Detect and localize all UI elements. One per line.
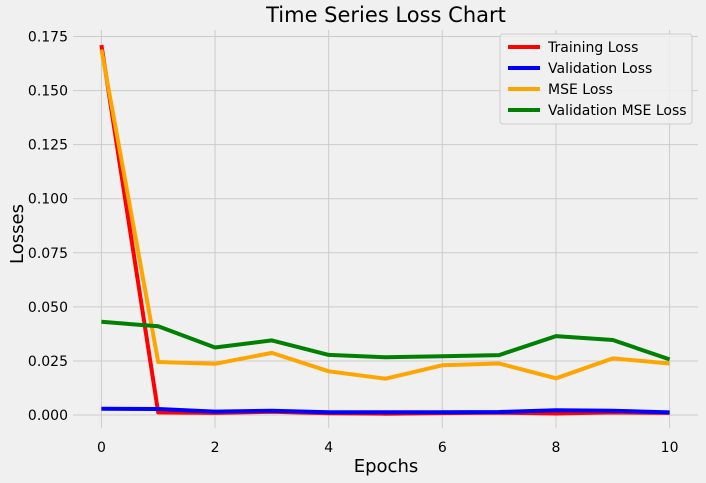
legend: Training Loss Validation Loss MSE Loss Vali… (499, 33, 693, 125)
series-line-3 (99, 49, 670, 381)
series-line-4 (101, 319, 671, 362)
y-tick-label: 0.125 (28, 138, 68, 154)
legend-entry: MSE Loss (548, 82, 613, 98)
y-tick-label: 0.100 (28, 192, 68, 208)
legend-entry: Validation MSE Loss (548, 103, 687, 119)
legend-entry: Validation Loss (548, 61, 652, 77)
chart-title: Time Series Loss Chart (265, 3, 506, 27)
x-tick-label: 10 (661, 440, 679, 456)
x-tick-label: 8 (551, 440, 560, 456)
x-axis-label: Epochs (354, 456, 419, 477)
y-tick-label: 0.150 (28, 84, 68, 100)
series-line-2 (101, 406, 670, 415)
x-tick-label: 6 (438, 440, 447, 456)
y-tick-label: 0.175 (28, 29, 68, 45)
y-tick-label: 0.000 (28, 408, 68, 424)
legend-entry: Training Loss (547, 40, 638, 56)
x-tick-label: 0 (97, 440, 106, 456)
series-lines (99, 44, 671, 416)
tick-labels: 0 2 4 6 8 10 0.000 0.025 0.050 0.075 0.100 0.125 0.1… (28, 29, 679, 456)
y-axis-label: Losses (7, 204, 28, 264)
y-tick-label: 0.050 (28, 300, 68, 316)
x-tick-label: 4 (324, 440, 333, 456)
y-tick-label: 0.075 (28, 246, 68, 262)
legend-box (499, 33, 693, 125)
y-tick-label: 0.025 (28, 354, 68, 370)
x-tick-label: 2 (211, 440, 220, 456)
